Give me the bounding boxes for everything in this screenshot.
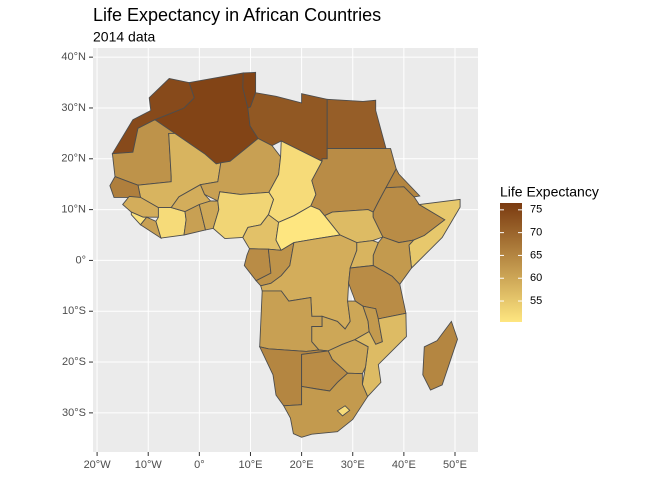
- country: [385, 167, 421, 198]
- y-tick-label: 0°: [75, 254, 86, 266]
- y-tick-label: 30°N: [61, 102, 86, 114]
- colorbar: [500, 203, 522, 322]
- country: [336, 405, 351, 417]
- x-tick-label: 30°E: [341, 459, 365, 471]
- chart-subtitle: 2014 data: [93, 29, 155, 45]
- legend-label: 60: [530, 272, 542, 284]
- country: [111, 78, 195, 155]
- y-tick-label: 40°N: [61, 51, 86, 63]
- country: [183, 203, 207, 236]
- legend-title: Life Expectancy: [500, 184, 599, 200]
- country: [282, 372, 369, 438]
- legend-label: 55: [530, 295, 542, 307]
- y-tick-label: 10°N: [61, 204, 86, 216]
- y-tick-label: 30°S: [62, 407, 86, 419]
- y-tick-label: 10°S: [62, 305, 86, 317]
- x-tick-label: 50°E: [443, 459, 467, 471]
- y-tick-label: 20°S: [62, 356, 86, 368]
- y-tick-label: 20°N: [61, 153, 86, 165]
- x-tick-label: 10°E: [238, 459, 262, 471]
- legend-label: 75: [530, 204, 542, 216]
- country: [349, 240, 379, 269]
- country: [109, 176, 142, 198]
- x-tick-label: 10°W: [135, 459, 163, 471]
- x-tick-label: 40°E: [392, 459, 416, 471]
- chart-title: Life Expectancy in African Countries: [93, 5, 381, 25]
- country: [155, 207, 187, 239]
- country: [353, 312, 407, 398]
- legend-label: 70: [530, 227, 542, 239]
- country: [422, 320, 458, 391]
- x-tick-label: 0°: [194, 459, 205, 471]
- x-tick-label: 20°E: [290, 459, 314, 471]
- x-tick-label: 20°W: [84, 459, 112, 471]
- legend-label: 65: [530, 249, 542, 261]
